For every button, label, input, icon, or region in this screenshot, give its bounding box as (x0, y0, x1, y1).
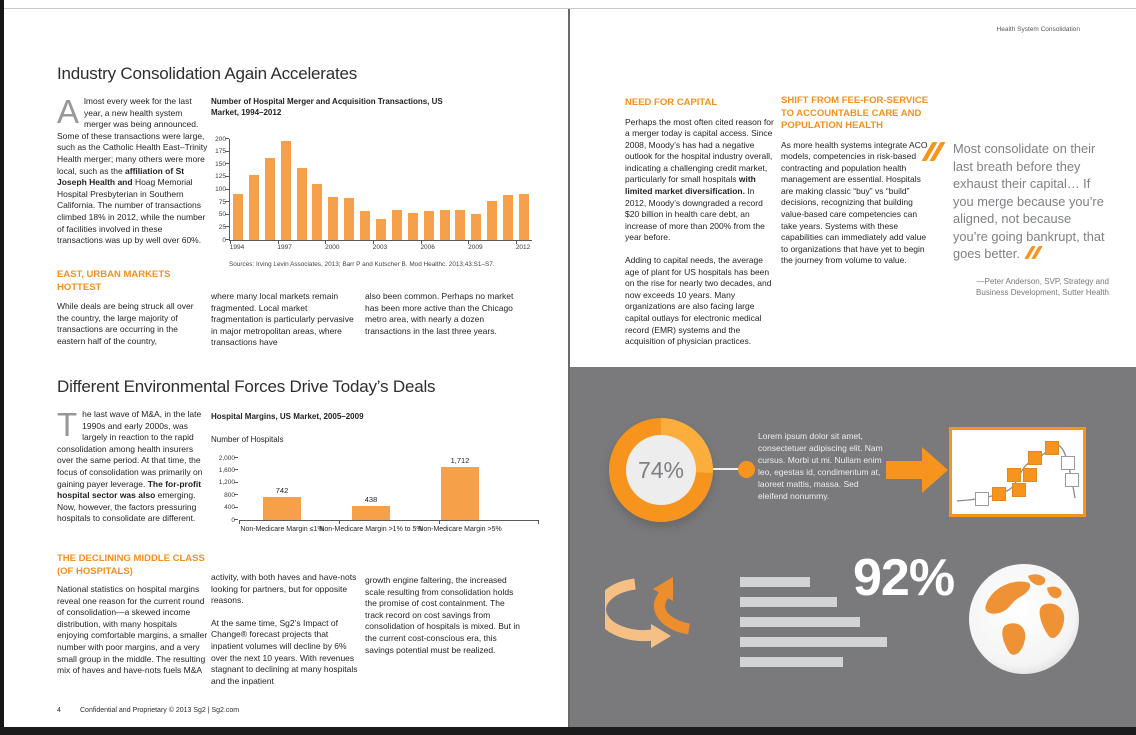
squares-curve-graphic (956, 441, 1079, 506)
need-for-capital-para2: Adding to capital needs, the average age… (625, 255, 772, 347)
need-for-capital-column: NEED FOR CAPITAL Perhaps the most often … (625, 97, 777, 348)
section1-col2: where many local markets remain fragment… (211, 291, 354, 348)
open-quote-icon (921, 142, 946, 161)
chart1-title: Number of Hospital Merger and Acquisitio… (211, 97, 443, 117)
chart1-plot-area (225, 138, 532, 244)
chart2-plot-area: 742 438 1,712 (234, 456, 539, 524)
running-header: Health System Consolidation (996, 26, 1080, 33)
page-edge-left (0, 0, 4, 735)
heading-shift-fee-for-service: SHIFT FROM FEE-FOR-SERVICE TO ACCOUNTABL… (781, 95, 929, 131)
shift-para: As more health systems integrate ACO mod… (781, 139, 928, 266)
section2-intro-text: he last wave of M&A, in the late 1990s a… (57, 409, 203, 524)
section2-col2: activity, with both haves and have-nots … (211, 572, 361, 698)
infographic-lorem-text: Lorem ipsum dolor sit amet, consectetuer… (758, 431, 883, 501)
section2-col1: National statistics on hospital margins … (57, 584, 208, 676)
dropcap-t: T (57, 406, 78, 443)
chart-merger-transactions: Number of Hospital Merger and Acquisitio… (211, 97, 546, 268)
chart2-category-labels: Non-Medicare Margin ≤1% Non-Medicare Marg… (240, 526, 502, 533)
donut-connector-line (713, 468, 741, 470)
section2-col2-para1: activity, with both haves and have-nots … (211, 572, 357, 606)
chart1-source: Sources: Irving Levin Associates, 2013; … (229, 261, 495, 268)
section1-col1: While deals are being struck all over th… (57, 301, 194, 346)
chart1-x-axis-labels: 1994 1997 2000 2003 2006 2009 2012 (229, 244, 531, 251)
chart2-y-axis-labels: 0 400 800 1,200 1,600 2,000 (218, 454, 235, 524)
quote-text: Most consolidate on their last breath be… (953, 141, 1105, 261)
page-number: 4 (57, 707, 61, 714)
infographic-panel: 74% Lorem ipsum dolor sit amet, consecte… (570, 367, 1136, 727)
page-seam (568, 9, 570, 727)
chart-hospital-margins: Hospital Margins, US Market, 2005–2009 N… (211, 412, 551, 533)
cycle-arrows-icon (605, 577, 691, 648)
subheading-east-urban: EAST, URBAN MARKETS HOTTEST (57, 269, 171, 293)
section1-col3: also been common. Perhaps no market has … (365, 291, 514, 336)
globe-icon (969, 564, 1079, 674)
section2-col2-para2: At the same time, Sg2’s Impact of Change… (211, 617, 358, 686)
chart2-title: Hospital Margins, US Market, 2005–2009 (211, 412, 364, 421)
section2-col3: growth engine faltering, the increased s… (365, 575, 520, 655)
connector-dot (738, 461, 755, 478)
pull-quote: Most consolidate on their last breath be… (953, 140, 1109, 298)
chart2-ylabel: Number of Hospitals (211, 435, 284, 444)
donut-value: 74% (626, 435, 696, 505)
quote-attribution: —Peter Anderson, SVP, Strategy and Busin… (976, 276, 1109, 297)
squares-curve-panel (949, 427, 1086, 517)
shift-column: SHIFT FROM FEE-FOR-SERVICE TO ACCOUNTABL… (781, 95, 935, 267)
page-edge-bottom (0, 727, 1136, 735)
chart1-y-axis-labels: 0 25 50 75 100 125 150 175 200 (215, 135, 226, 244)
donut-chart-74: 74% (609, 418, 713, 522)
right-arrow-icon (886, 447, 948, 493)
page-edge-top (4, 8, 1136, 9)
stat-bars (740, 577, 900, 677)
heading-need-for-capital: NEED FOR CAPITAL (625, 97, 718, 108)
section1-title: Industry Consolidation Again Accelerates (57, 64, 358, 83)
section1-intro-text: lmost every week for the last year, a ne… (57, 96, 208, 246)
close-quote-icon (1024, 246, 1043, 259)
need-for-capital-para1: Perhaps the most often cited reason for … (625, 116, 774, 243)
big-stat-92: 92% (853, 549, 955, 607)
dropcap-a: A (57, 93, 80, 130)
footer-text: Confidential and Proprietary © 2013 Sg2 … (80, 707, 240, 714)
section2-title: Different Environmental Forces Drive Tod… (57, 377, 436, 396)
subheading-declining-middle-class: THE DECLINING MIDDLE CLASS (OF HOSPITALS… (57, 553, 205, 577)
